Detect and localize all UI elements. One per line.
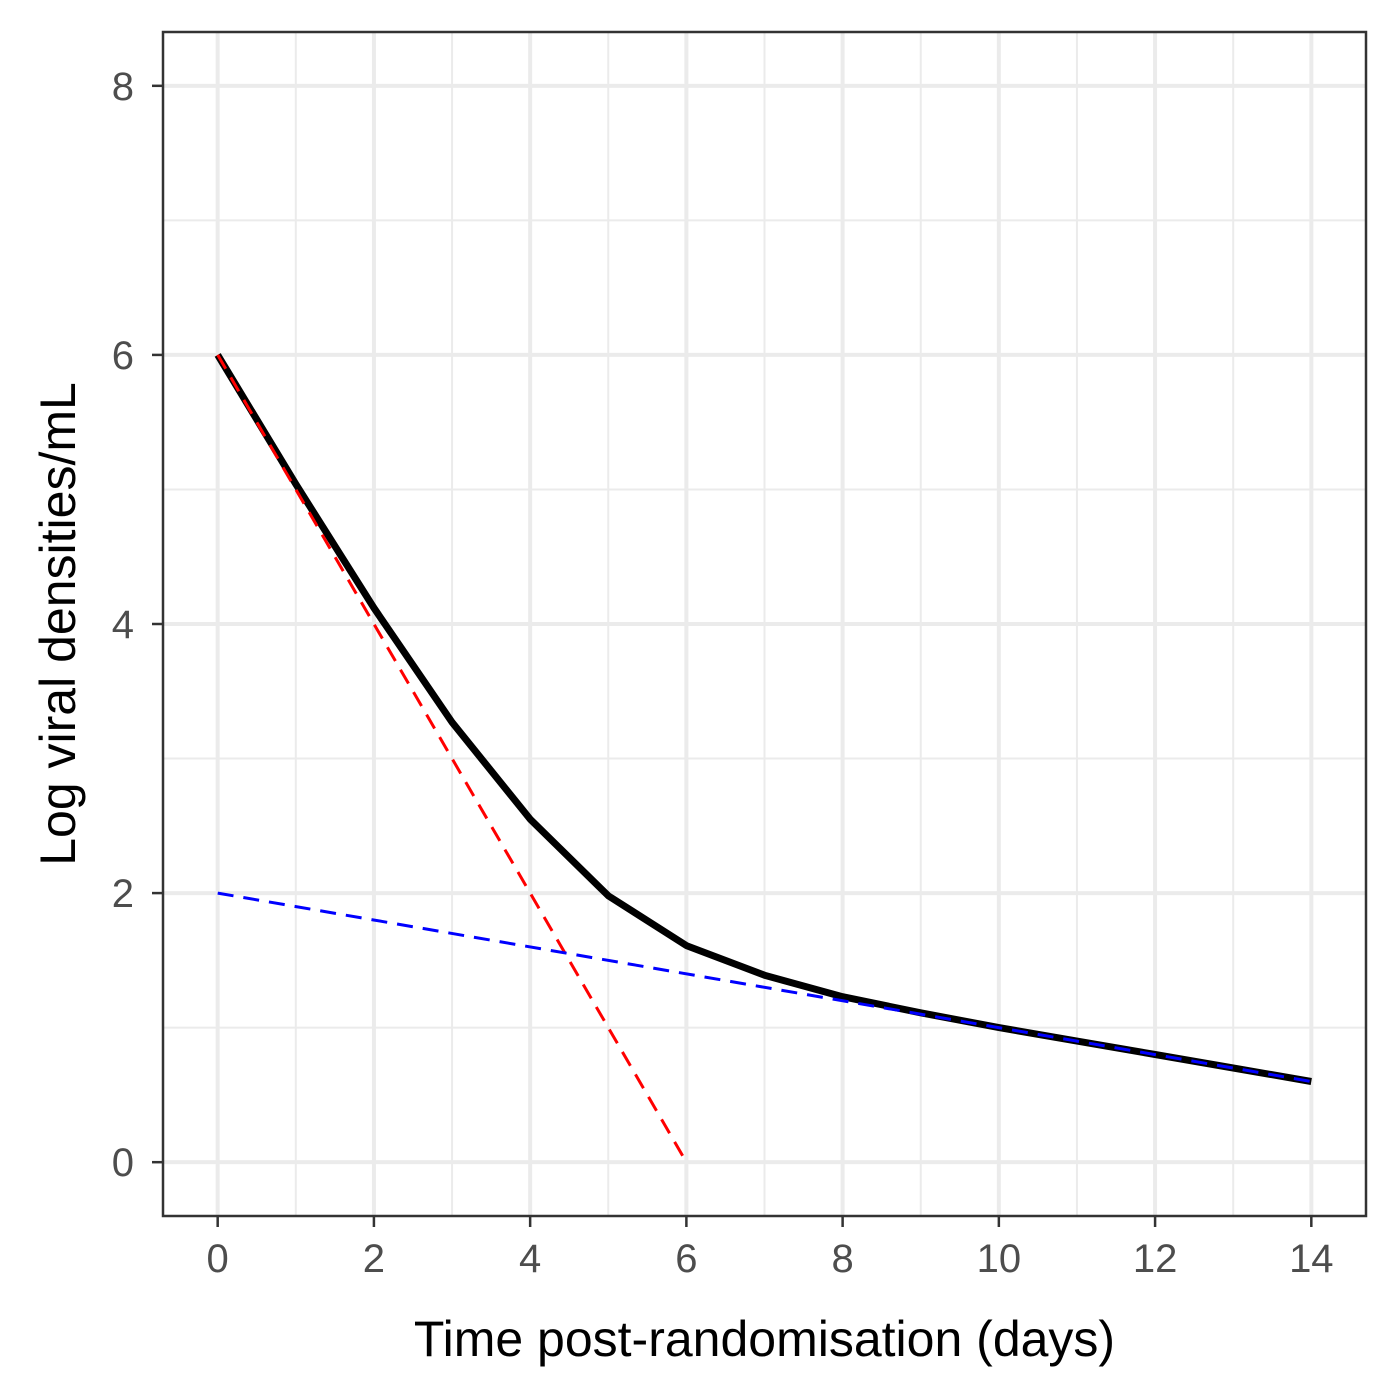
y-tick-label: 2 <box>112 872 134 916</box>
x-axis-title: Time post-randomisation (days) <box>414 1311 1115 1367</box>
y-tick-label: 6 <box>112 334 134 378</box>
x-axis: 0 2 4 6 8 10 12 14 <box>207 1216 1334 1281</box>
x-tick-label: 14 <box>1289 1237 1334 1281</box>
grid-major <box>163 32 1366 1216</box>
x-tick-label: 6 <box>675 1237 697 1281</box>
x-tick-label: 2 <box>363 1237 385 1281</box>
x-tick-label: 10 <box>977 1237 1022 1281</box>
y-tick-label: 8 <box>112 65 134 109</box>
series-layer <box>214 353 1312 1163</box>
x-tick-label: 4 <box>519 1237 541 1281</box>
x-tick-label: 12 <box>1133 1237 1178 1281</box>
series-line-dashed-blue <box>217 891 1312 1083</box>
x-tick-label: 8 <box>831 1237 853 1281</box>
y-tick-label: 0 <box>112 1141 134 1185</box>
y-axis: 0 2 4 6 8 <box>112 65 163 1185</box>
y-axis-title: Log viral densities/mL <box>30 382 86 866</box>
y-tick-label: 4 <box>112 603 134 647</box>
x-tick-label: 0 <box>207 1237 229 1281</box>
